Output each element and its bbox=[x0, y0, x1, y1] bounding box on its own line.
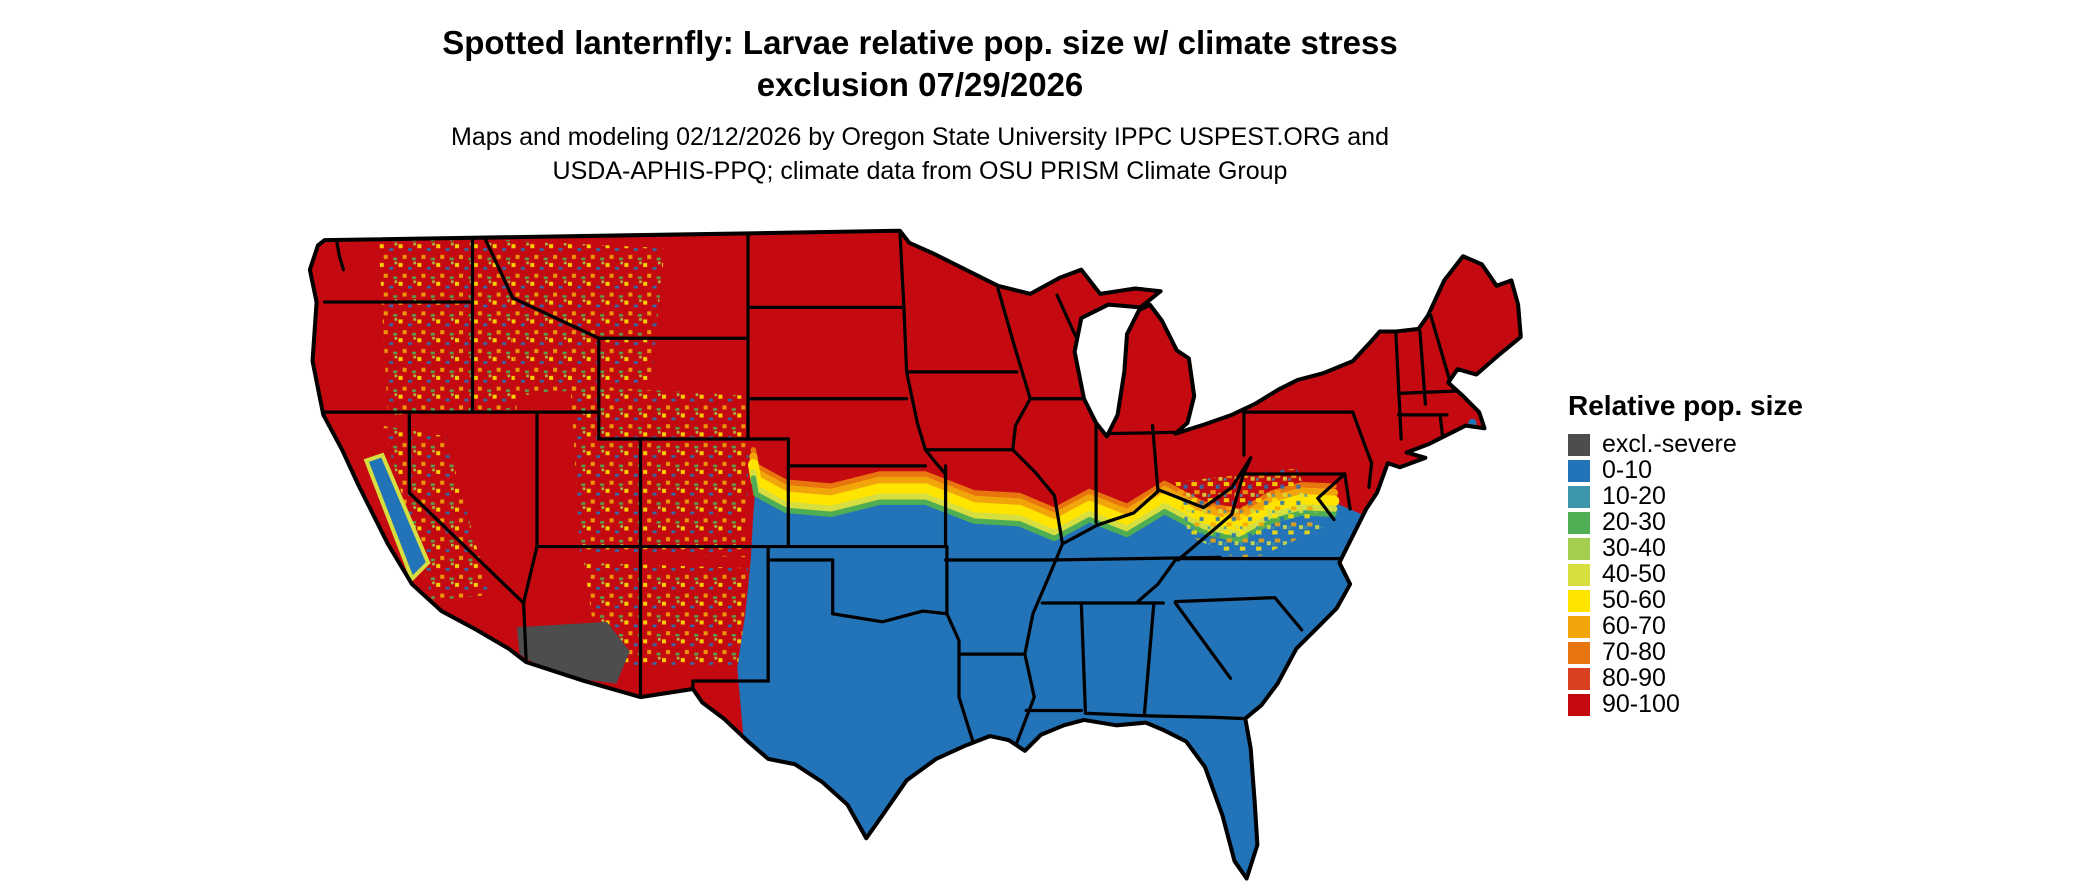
figure-subtitle-line1: Maps and modeling 02/12/2026 by Oregon S… bbox=[451, 123, 1389, 151]
legend-item-label: 90-100 bbox=[1602, 690, 1680, 718]
us-map bbox=[304, 224, 1528, 896]
legend-item-label: 0-10 bbox=[1602, 456, 1653, 484]
legend-swatch bbox=[1568, 667, 1590, 690]
legend-swatch bbox=[1568, 511, 1590, 534]
legend-item-label: 40-50 bbox=[1602, 560, 1666, 588]
legend-swatch bbox=[1568, 537, 1590, 560]
legend-swatch bbox=[1568, 693, 1590, 716]
legend: Relative pop. size excl.-severe 0-10 10-20… bbox=[1568, 390, 1898, 718]
legend-item-label: 60-70 bbox=[1602, 612, 1666, 640]
map-region-central-valley-low bbox=[363, 452, 431, 583]
legend-item-label: excl.-severe bbox=[1602, 430, 1737, 458]
legend-swatch bbox=[1568, 615, 1590, 638]
legend-item: excl.-severe bbox=[1568, 430, 1898, 458]
figure-title-line2: exclusion 07/29/2026 bbox=[756, 66, 1084, 103]
legend-swatch bbox=[1568, 641, 1590, 664]
map-region-low-0-10 bbox=[737, 482, 1396, 879]
map-region-excluded-severe bbox=[516, 621, 630, 684]
legend-item: 10-20 bbox=[1568, 482, 1898, 510]
legend-item-label: 50-60 bbox=[1602, 586, 1666, 614]
figure-title-line1: Spotted lanternfly: Larvae relative pop.… bbox=[442, 24, 1398, 61]
legend-item-label: 10-20 bbox=[1602, 482, 1666, 510]
us-map-svg bbox=[304, 224, 1528, 896]
legend-item: 50-60 bbox=[1568, 586, 1898, 614]
figure-subtitle-line2: USDA-APHIS-PPQ; climate data from OSU PR… bbox=[552, 157, 1288, 185]
legend-swatch bbox=[1568, 563, 1590, 586]
legend-item: 70-80 bbox=[1568, 638, 1898, 666]
figure-title: Spotted lanternfly: Larvae relative pop.… bbox=[0, 22, 1840, 106]
legend-item: 20-30 bbox=[1568, 508, 1898, 536]
legend-item: 80-90 bbox=[1568, 664, 1898, 692]
legend-swatch bbox=[1568, 433, 1590, 456]
legend-item: 0-10 bbox=[1568, 456, 1898, 484]
legend-item: 30-40 bbox=[1568, 534, 1898, 562]
legend-item: 40-50 bbox=[1568, 560, 1898, 588]
legend-item: 60-70 bbox=[1568, 612, 1898, 640]
figure-subtitle: Maps and modeling 02/12/2026 by Oregon S… bbox=[0, 120, 1840, 188]
legend-items: excl.-severe 0-10 10-20 20-30 30-40 40-50 50-6… bbox=[1568, 430, 1898, 718]
legend-item: 90-100 bbox=[1568, 690, 1898, 718]
legend-item-label: 20-30 bbox=[1602, 508, 1666, 536]
legend-swatch bbox=[1568, 485, 1590, 508]
legend-item-label: 30-40 bbox=[1602, 534, 1666, 562]
legend-item-label: 70-80 bbox=[1602, 638, 1666, 666]
legend-title: Relative pop. size bbox=[1568, 390, 1803, 421]
legend-swatch bbox=[1568, 459, 1590, 482]
legend-swatch bbox=[1568, 589, 1590, 612]
map-mottled-appalachia bbox=[1175, 468, 1324, 563]
legend-item-label: 80-90 bbox=[1602, 664, 1666, 692]
state-boundaries bbox=[316, 230, 1468, 745]
